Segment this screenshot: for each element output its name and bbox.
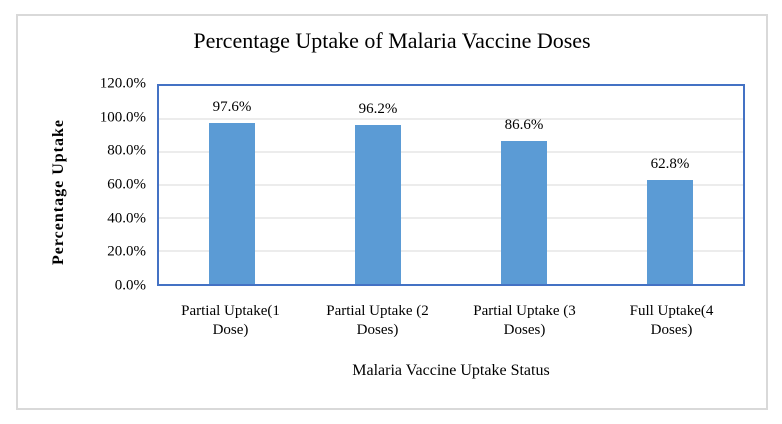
- bar-value-label: 96.2%: [358, 101, 398, 118]
- bar: [501, 141, 547, 284]
- bar-value-label: 62.8%: [650, 156, 690, 173]
- y-tick-label: 20.0%: [107, 243, 146, 260]
- gridline: [159, 250, 743, 252]
- y-axis-ticks: 120.0% 100.0% 80.0% 60.0% 40.0% 20.0% 0.0%: [40, 76, 146, 294]
- bar: [209, 122, 255, 284]
- x-category-label: Partial Uptake (2 Doses): [326, 303, 429, 338]
- x-category-label: Partial Uptake(1 Dose): [181, 303, 280, 338]
- x-category-label: Full Uptake(4 Doses): [629, 303, 714, 338]
- gridline: [159, 118, 743, 120]
- gridline: [159, 184, 743, 186]
- y-tick-label: 80.0%: [107, 142, 146, 159]
- y-tick-label: 100.0%: [99, 109, 146, 126]
- x-axis-category-labels: Partial Uptake(1 Dose) Partial Uptake (2 Do…: [157, 302, 745, 340]
- y-tick-label: 40.0%: [107, 210, 146, 227]
- gridline: [159, 151, 743, 153]
- plot-area: 97.6% 96.2% 86.6% 62.8%: [157, 84, 745, 286]
- y-tick-label: 0.0%: [114, 277, 146, 294]
- gridline: [159, 217, 743, 219]
- bar-value-label: 86.6%: [504, 117, 544, 134]
- y-tick-label: 120.0%: [99, 75, 146, 92]
- y-tick-label: 60.0%: [107, 176, 146, 193]
- chart-title: Percentage Uptake of Malaria Vaccine Dos…: [193, 28, 591, 53]
- x-category-label: Partial Uptake (3 Doses): [473, 303, 576, 338]
- bar: [647, 180, 693, 284]
- x-axis-title: Malaria Vaccine Uptake Status: [352, 362, 550, 379]
- bar: [355, 125, 401, 284]
- bar-value-label: 97.6%: [212, 98, 252, 115]
